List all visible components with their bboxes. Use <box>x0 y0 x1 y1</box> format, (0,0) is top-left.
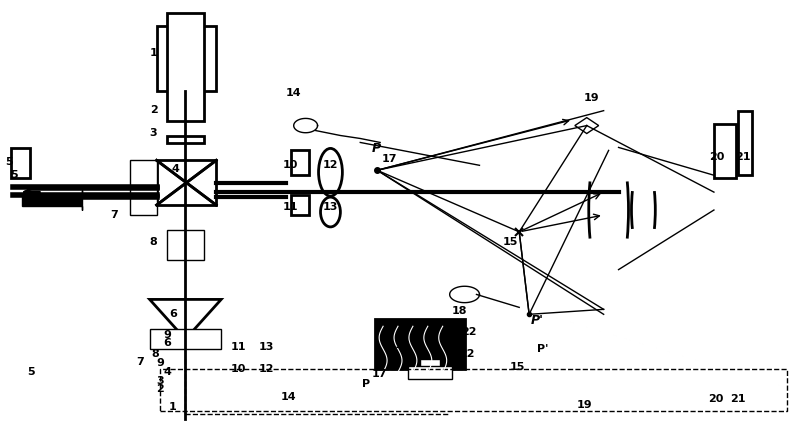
Text: 1: 1 <box>169 402 176 412</box>
Text: 13: 13 <box>322 202 338 212</box>
Text: 8: 8 <box>150 237 158 247</box>
Text: 5: 5 <box>27 367 35 377</box>
Bar <box>738 111 752 175</box>
Text: 14: 14 <box>286 88 302 98</box>
Bar <box>157 26 216 91</box>
Text: 10: 10 <box>231 364 246 374</box>
Text: 4: 4 <box>171 164 179 174</box>
Bar <box>166 135 204 143</box>
Text: 7: 7 <box>110 210 118 220</box>
Text: 15: 15 <box>510 362 525 372</box>
Bar <box>159 369 787 411</box>
Bar <box>420 359 440 374</box>
Polygon shape <box>150 299 221 339</box>
Text: 11: 11 <box>282 202 298 212</box>
Text: 14: 14 <box>281 392 297 402</box>
Text: 21: 21 <box>734 152 750 162</box>
Text: 17: 17 <box>382 154 398 164</box>
Text: 5: 5 <box>10 170 18 180</box>
Text: 18: 18 <box>452 306 467 316</box>
Bar <box>375 319 465 369</box>
Text: 21: 21 <box>730 394 746 404</box>
Text: 15: 15 <box>502 237 518 247</box>
Ellipse shape <box>318 148 342 196</box>
Text: 7: 7 <box>137 357 145 367</box>
Text: 17: 17 <box>372 369 388 379</box>
Bar <box>166 13 204 121</box>
Text: 20: 20 <box>708 394 723 404</box>
Ellipse shape <box>321 197 340 227</box>
Bar <box>290 195 309 215</box>
Bar <box>290 151 309 175</box>
Bar <box>10 148 30 178</box>
Text: 22: 22 <box>462 327 477 337</box>
Text: 10: 10 <box>282 160 298 170</box>
Bar <box>150 329 221 349</box>
Text: 4: 4 <box>163 367 171 377</box>
Bar <box>166 230 204 260</box>
Text: 1: 1 <box>150 48 158 58</box>
Bar <box>157 160 216 205</box>
Bar <box>408 366 452 379</box>
Text: 20: 20 <box>709 152 724 162</box>
Text: 2: 2 <box>157 384 164 394</box>
Text: 13: 13 <box>259 342 274 352</box>
Text: 9: 9 <box>157 358 165 368</box>
Text: P: P <box>372 143 382 155</box>
Text: 3: 3 <box>150 129 158 138</box>
Text: 6: 6 <box>170 309 178 319</box>
Text: P': P' <box>537 344 549 354</box>
Bar <box>714 124 736 178</box>
Text: 6: 6 <box>163 338 171 348</box>
Text: 5: 5 <box>6 157 14 168</box>
Text: P': P' <box>531 314 544 327</box>
Text: 11: 11 <box>231 342 246 352</box>
Text: P: P <box>362 379 370 389</box>
Polygon shape <box>575 118 598 134</box>
Text: 22: 22 <box>460 349 475 359</box>
Text: 12: 12 <box>322 160 338 170</box>
Text: 8: 8 <box>152 349 159 359</box>
Text: 19: 19 <box>577 400 593 410</box>
FancyArrow shape <box>22 190 82 210</box>
Text: 9: 9 <box>163 330 171 340</box>
Text: 2: 2 <box>150 104 158 115</box>
Text: 12: 12 <box>259 364 274 374</box>
Text: 18: 18 <box>395 340 410 350</box>
Bar <box>130 160 157 215</box>
Text: 19: 19 <box>584 93 599 103</box>
Text: 3: 3 <box>157 376 164 386</box>
